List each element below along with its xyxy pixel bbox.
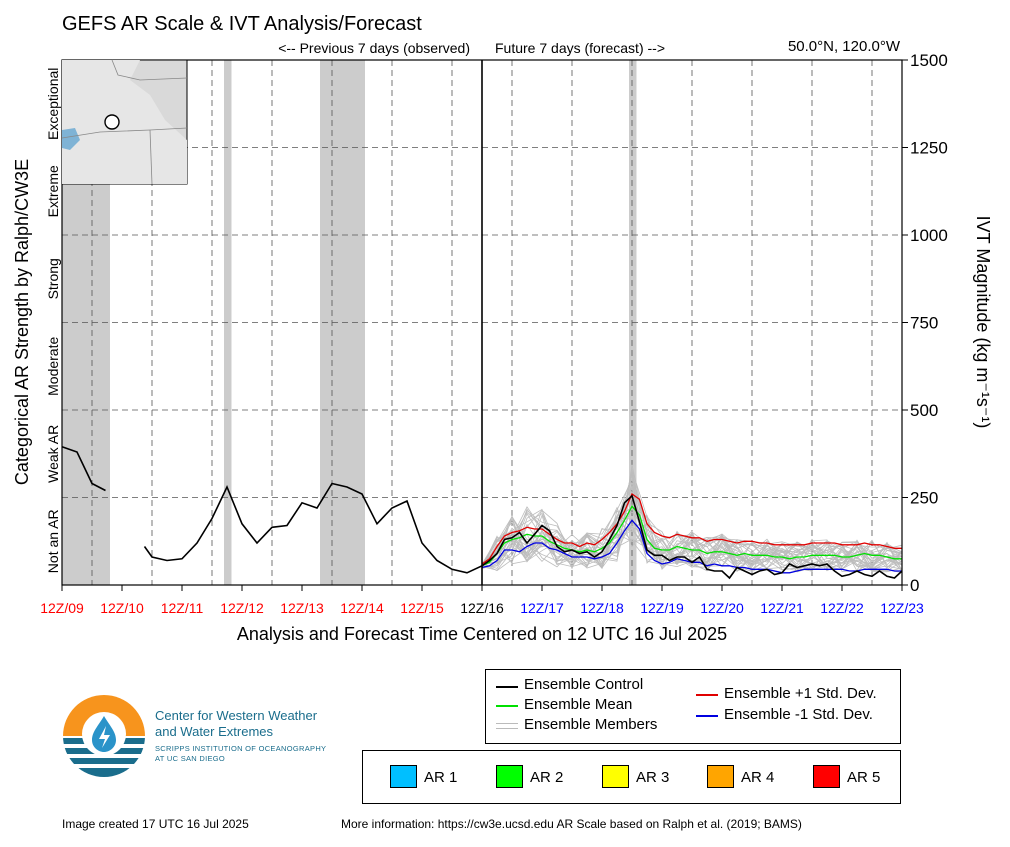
cw3e-logo-icon (63, 695, 145, 777)
more-info-note: More information: https://cw3e.ucsd.edu … (341, 817, 802, 831)
x-tick-label: 12Z/23 (880, 600, 924, 616)
x-tick-label: 12Z/16 (460, 600, 504, 616)
legend-control-swatch (496, 686, 518, 688)
ensemble-legend: Ensemble Control Ensemble Mean Ensemble … (485, 669, 901, 744)
ar-legend-label: AR 1 (424, 769, 458, 786)
ensemble-member-line (481, 464, 903, 573)
location-inset-map (61, 59, 188, 185)
logo-line-2: and Water Extremes (155, 724, 274, 739)
chart-title: GEFS AR Scale & IVT Analysis/Forecast (62, 13, 422, 35)
ar-category-label: Weak AR (45, 425, 61, 483)
logo-line-1: Center for Western Weather (155, 708, 318, 723)
ar-category-label: Strong (45, 258, 61, 299)
y-tick-label: 250 (910, 489, 938, 508)
ar-legend-label: AR 4 (741, 769, 775, 786)
logo-line-4: AT UC SAN DIEGO (155, 754, 226, 763)
x-tick-label: 12Z/21 (760, 600, 804, 616)
x-tick-label: 12Z/11 (161, 600, 204, 616)
legend-minus-std-swatch (696, 715, 718, 717)
ar-legend-swatch (390, 765, 417, 788)
location-label: 50.0°N, 120.0°W (788, 38, 901, 55)
ar-legend-swatch (813, 765, 840, 788)
y-axis-left-label: Categorical AR Strength by Ralph/CW3E (12, 159, 32, 485)
future-days-label: Future 7 days (forecast) --> (495, 40, 665, 56)
x-tick-label: 12Z/13 (280, 600, 324, 616)
x-tick-label: 12Z/18 (580, 600, 624, 616)
x-tick-label: 12Z/12 (220, 600, 264, 616)
ar-legend-label: AR 3 (636, 769, 670, 786)
x-tick-label: 12Z/09 (40, 600, 84, 616)
legend-mean-label: Ensemble Mean (524, 696, 633, 713)
ar-legend-swatch (602, 765, 629, 788)
x-tick-label: 12Z/15 (400, 600, 444, 616)
x-tick-label: 12Z/14 (340, 600, 384, 616)
legend-minus-std-label: Ensemble -1 Std. Dev. (724, 706, 873, 723)
y-tick-label: 0 (910, 576, 919, 595)
legend-control-label: Ensemble Control (524, 676, 644, 693)
ar-legend-swatch (496, 765, 523, 788)
x-axis-label: Analysis and Forecast Time Centered on 1… (237, 624, 727, 644)
ensemble-member-line (481, 506, 903, 569)
y-tick-label: 750 (910, 314, 938, 333)
ar-legend-label: AR 2 (530, 769, 564, 786)
ensemble-member-line (481, 506, 903, 572)
x-tick-label: 12Z/17 (520, 600, 564, 616)
ar-category-label: Exceptional (45, 68, 61, 140)
x-tick-label: 12Z/22 (820, 600, 864, 616)
legend-members-swatch (496, 723, 518, 729)
ar-scale-legend: AR 1 AR 2 AR 3 AR 4 AR 5 (362, 750, 901, 804)
x-tick-label: 12Z/19 (640, 600, 684, 616)
ivt-chart: 0 250 500 750 1000 1250 1500 12Z/09 12Z/10 12Z/11… (12, 13, 993, 644)
ensemble-member-line (481, 478, 903, 573)
ar-legend-swatch (707, 765, 734, 788)
legend-plus-std-label: Ensemble +1 Std. Dev. (724, 685, 877, 702)
ar-legend-label: AR 5 (847, 769, 881, 786)
series-mean-line (481, 505, 902, 567)
y-axis-right-label: IVT Magnitude (kg m⁻¹s⁻¹) (973, 216, 993, 429)
legend-mean-swatch (496, 705, 518, 707)
x-tick-label: 12Z/20 (700, 600, 744, 616)
logo-line-3: SCRIPPS INSTITUTION OF OCEANOGRAPHY (155, 744, 327, 753)
previous-days-label: <-- Previous 7 days (observed) (278, 40, 470, 56)
image-created-note: Image created 17 UTC 16 Jul 2025 (62, 817, 249, 831)
legend-plus-std-swatch (696, 694, 718, 696)
ar-category-label: Extreme (45, 165, 61, 217)
y-tick-label: 500 (910, 401, 938, 420)
ar-category-label: Moderate (45, 337, 61, 396)
series-control-line (61, 446, 106, 492)
y-tick-label: 1250 (910, 139, 948, 158)
legend-members-label: Ensemble Members (524, 716, 658, 733)
y-tick-label: 1000 (910, 226, 948, 245)
location-marker (104, 114, 120, 130)
series-control-line (143, 482, 903, 580)
x-tick-label: 12Z/10 (100, 600, 144, 616)
y-tick-label: 1500 (910, 51, 948, 70)
ensemble-member-line (481, 514, 903, 572)
ar-category-label: Not an AR (45, 509, 61, 573)
